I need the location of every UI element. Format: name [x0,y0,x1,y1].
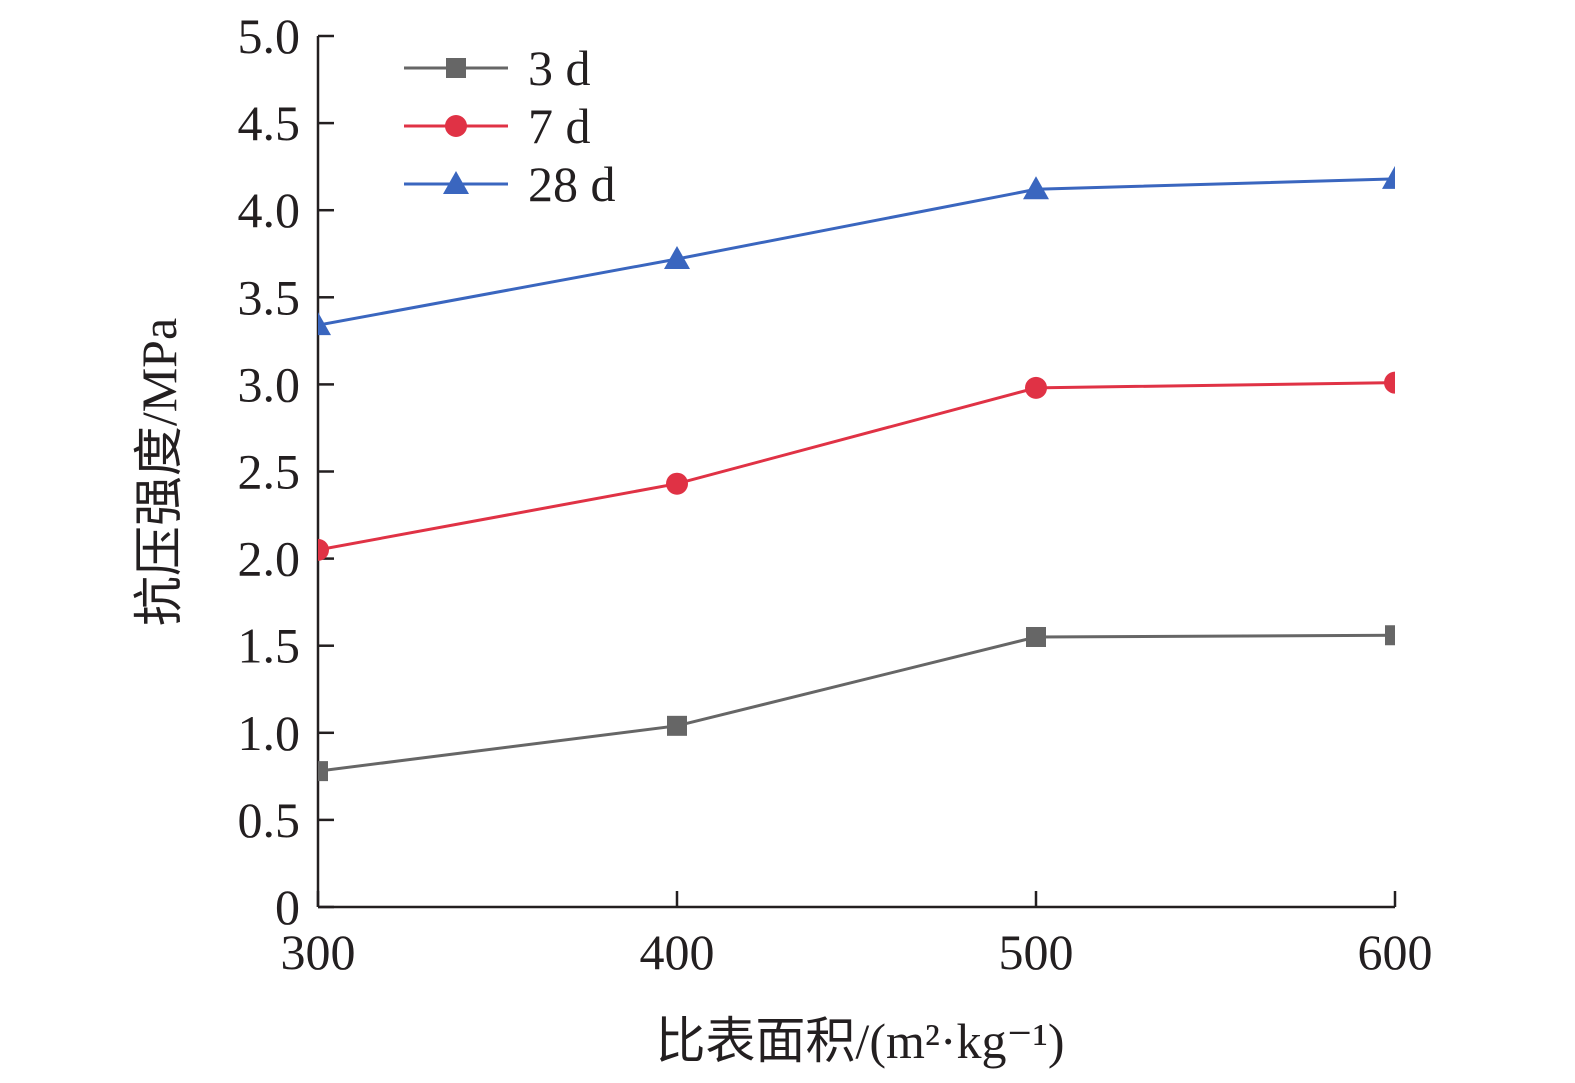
legend-label: 28 d [528,156,616,212]
data-point [318,538,329,561]
legend: 3 d7 d28 d [404,40,616,212]
x-axis-title: 比表面积/(m²·kg⁻¹) [655,1013,1064,1069]
legend-item: 7 d [404,98,591,154]
data-point [1384,371,1395,394]
series-28d [318,165,1395,336]
data-point [666,472,688,495]
y-tick-label: 2.5 [238,444,301,500]
axes: 0 0.5 1.0 1.5 2.0 2.5 3.0 3.5 4.0 4.5 5.0 300 400 500… [238,8,1433,980]
y-tick-label: 5.0 [238,8,301,64]
x-tick-label: 400 [640,924,715,980]
data-point [1023,176,1049,200]
data-point [1025,376,1047,399]
series-line [318,381,1395,552]
data-point [667,715,687,736]
legend-marker [443,171,469,194]
y-tick-label: 2.0 [238,531,301,587]
data-point [1385,625,1395,646]
data-point [318,312,331,336]
y-tick-label: 3.0 [238,356,301,412]
legend-item: 28 d [404,156,616,212]
x-tick-label: 600 [1358,924,1433,980]
legend-marker [446,58,466,78]
data-point [318,761,328,782]
legend-label: 7 d [528,98,591,154]
series-3d [318,625,1395,782]
y-tick-label: 4.5 [238,95,301,151]
series-layer [318,165,1395,782]
y-tick-label: 0.5 [238,792,301,848]
x-tick-label: 500 [999,924,1074,980]
x-tick-label: 300 [281,924,356,980]
series-line [318,633,1395,773]
y-tick-label: 0 [275,879,300,935]
series-7d [318,371,1395,561]
y-tick-label: 4.0 [238,182,301,238]
data-point [1382,165,1395,189]
data-point [1026,626,1046,647]
y-tick-label: 1.5 [238,618,301,674]
y-axis-title: 抗压强度/MPa [131,318,187,626]
y-tick-label: 3.5 [238,269,301,325]
data-point [664,245,690,269]
legend-item: 3 d [404,40,591,96]
series-line [318,177,1395,327]
y-tick-label: 1.0 [238,705,301,761]
legend-marker [445,115,467,137]
legend-label: 3 d [528,40,591,96]
